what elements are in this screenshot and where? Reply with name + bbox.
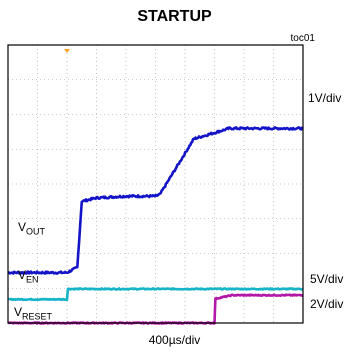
vout-label-sub: OUT [26,226,46,237]
ven-label: VEN [18,268,39,284]
vreset-label-main: V [14,305,23,319]
vreset-label: VRESET [14,305,52,321]
trace-core-ven [7,287,304,301]
trace-core-vout [7,126,304,275]
vreset-label-sub: RESET [22,311,53,322]
plot-frame [7,44,304,324]
trigger-marker [64,49,70,53]
ven-scale-label: 5V/div [310,272,344,286]
ven-label-sub: EN [26,274,39,285]
vout-scale-label: 1V/div [308,91,342,105]
vreset-scale-label: 2V/div [310,297,344,311]
ven-label-main: V [18,268,27,282]
figure-id: toc01 [290,33,315,44]
chart-title: STARTUP [137,8,212,25]
vout-label: VOUT [18,220,45,236]
timebase-label: 400µs/div [148,333,201,347]
vout-label-main: V [18,220,27,234]
